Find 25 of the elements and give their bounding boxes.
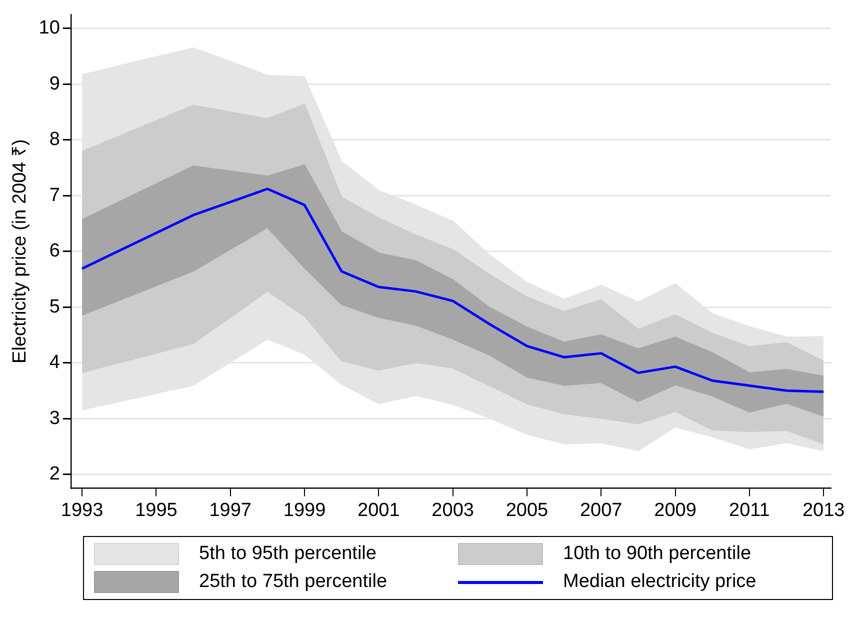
legend-label: Median electricity price (563, 571, 756, 593)
legend-label: 25th to 75th percentile (199, 571, 388, 593)
x-tick-label: 2007 (580, 500, 622, 521)
x-tick-label: 2005 (506, 500, 548, 521)
y-tick-label: 4 (49, 352, 60, 374)
y-tick-label: 10 (38, 18, 60, 39)
y-tick-label: 9 (49, 73, 60, 94)
legend-label: 5th to 95th percentile (199, 543, 376, 565)
x-tick-label: 2001 (358, 500, 400, 521)
x-tick-label: 2011 (729, 500, 770, 521)
y-tick-label: 3 (49, 408, 60, 429)
x-tick-label: 1993 (60, 500, 104, 521)
x-tick-label: 2009 (654, 500, 696, 521)
y-tick-label: 7 (49, 184, 60, 206)
y-tick-label: 2 (49, 464, 60, 484)
x-tick-label: 1997 (209, 500, 252, 521)
y-axis-title: Electricity price (in 2004 ₹) (10, 139, 31, 364)
x-tick-label: 2013 (802, 500, 845, 521)
legend-label: 10th to 90th percentile (563, 543, 752, 565)
y-tick-label: 8 (49, 129, 60, 150)
x-tick-label: 1999 (283, 500, 326, 521)
y-tick-label: 6 (49, 240, 60, 262)
x-tick-label: 1995 (135, 500, 178, 521)
x-tick-label: 2003 (432, 500, 474, 521)
y-tick-label: 5 (49, 296, 60, 318)
